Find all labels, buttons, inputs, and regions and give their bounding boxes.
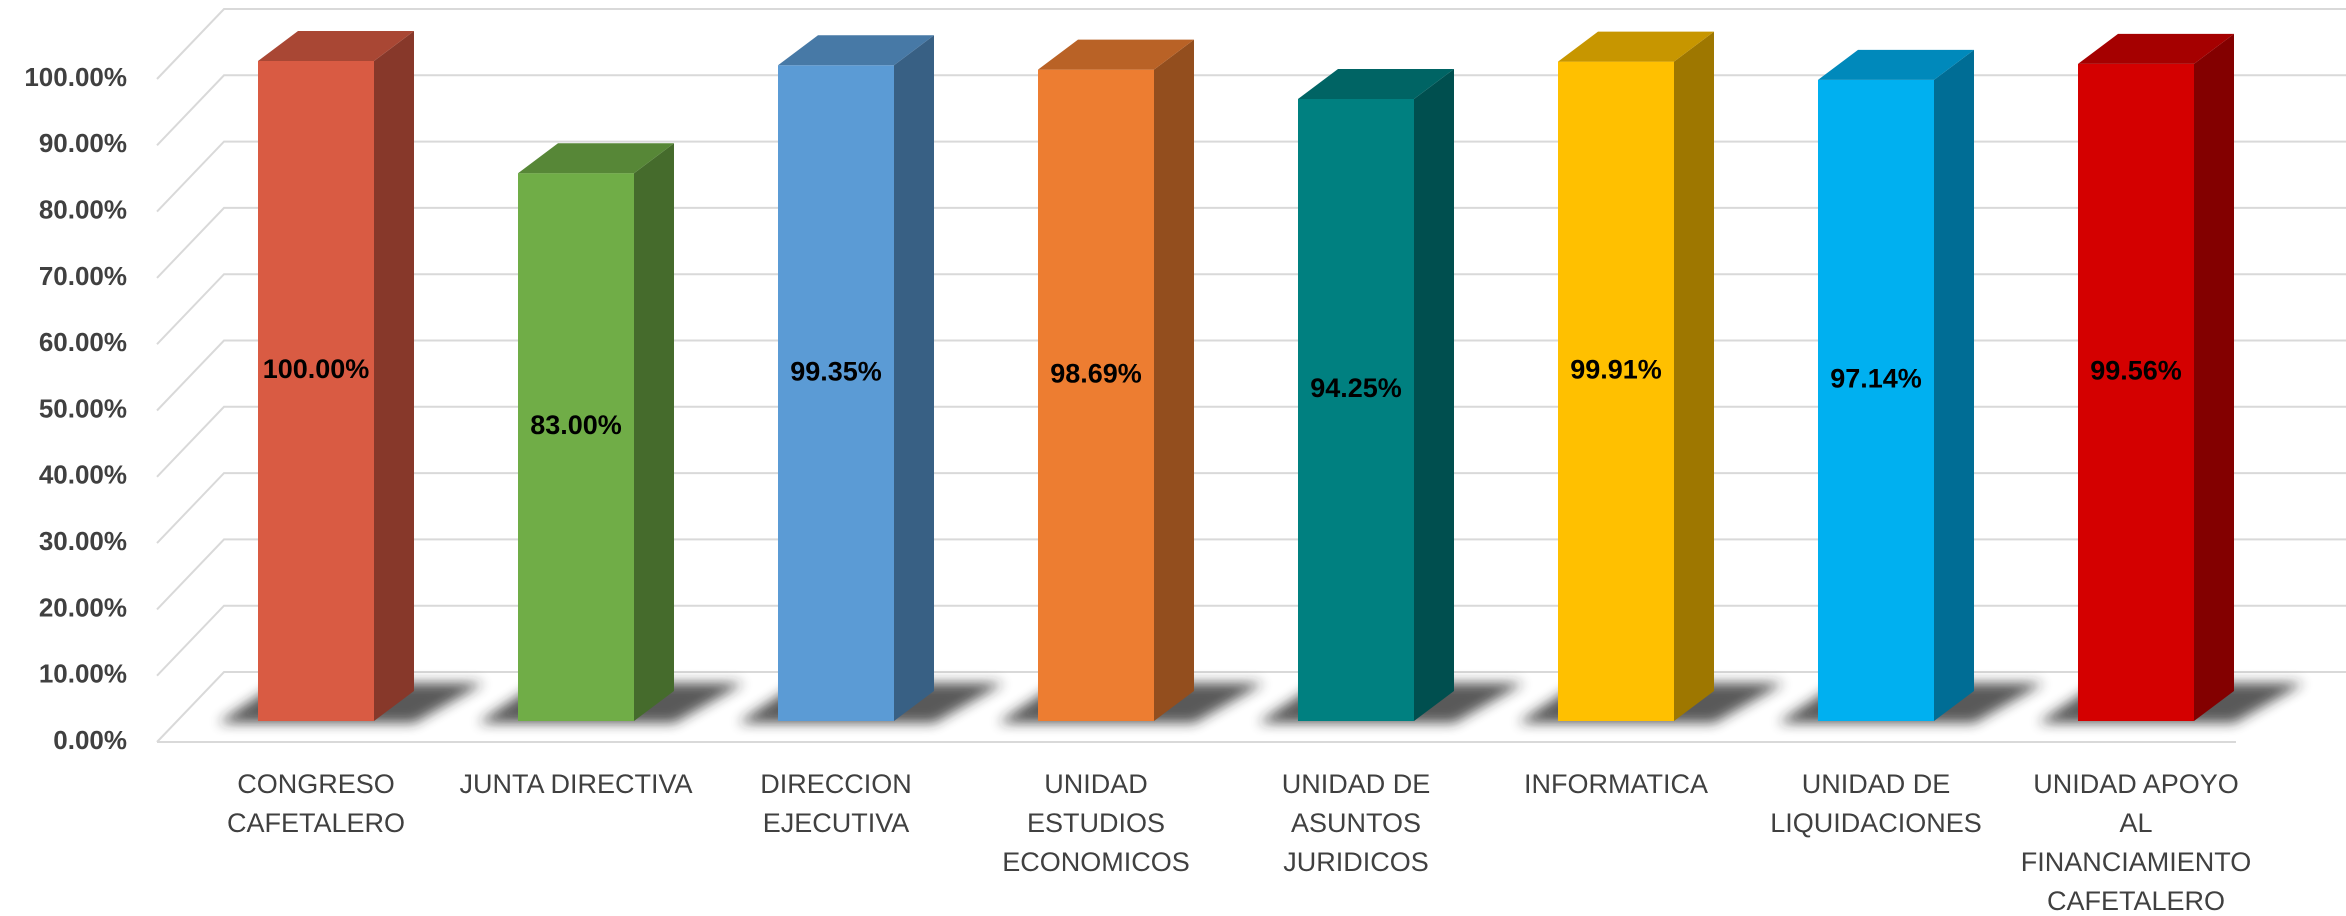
bar-side [1154,39,1194,722]
bar-top [1818,49,1974,80]
bar [2078,63,2194,722]
y-tick-label: 10.00% [39,659,127,689]
bar-top [2078,33,2234,64]
grid-line [156,604,2346,677]
grid-line [156,140,2346,213]
value-label: 83.00% [530,410,622,440]
x-tick-label: UNIDAD ESTUDIOS ECONOMICOS [1002,769,1190,877]
bar-top [1558,31,1714,62]
y-tick-label: 100.00% [24,62,127,92]
value-label: 100.00% [263,354,370,384]
y-tick-label: 60.00% [39,327,127,357]
grid-line [156,472,2346,544]
value-label: 94.25% [1310,373,1402,403]
y-tick-label: 20.00% [39,592,127,622]
bar-side [634,143,674,721]
grid-line [156,74,2346,146]
bar-top [778,35,934,66]
grid-line [156,339,2346,412]
x-tick-label: DIRECCION EJECUTIVA [760,769,912,838]
y-tick-label: 70.00% [39,261,127,291]
bar [1038,69,1154,721]
bar [1298,98,1414,721]
bar [258,61,374,721]
x-tick-label: UNIDAD APOYO AL FINANCIAMIENTO CAFETALER… [2020,769,2252,916]
x-tick-label: INFORMATICA [1524,769,1708,799]
y-tick-label: 90.00% [39,128,127,158]
bar [778,65,894,722]
grid-line [156,405,2346,478]
bar-side [374,31,414,721]
y-tick-label: 30.00% [39,526,127,556]
x-tick-label: JUNTA DIRECTIVA [459,769,693,799]
value-label: 99.56% [2090,356,2182,386]
grid-line [156,538,2346,611]
bar-side [1674,31,1714,722]
grid-line [156,206,2346,279]
y-tick-label: 0.00% [53,725,127,755]
y-tick-label: 40.00% [39,460,127,490]
bar-top [1298,68,1454,99]
grid-line [156,671,2346,743]
bar [1558,61,1674,722]
value-label: 99.35% [790,356,882,386]
y-tick-label: 80.00% [39,194,127,224]
grid-line [156,8,2346,80]
bar-side [1934,49,1974,722]
bar-top [518,143,674,174]
grid-line [156,273,2346,345]
x-tick-label: UNIDAD DE ASUNTOS JURIDICOS [1281,769,1431,877]
bar [1818,79,1934,722]
value-label: 97.14% [1830,364,1922,394]
x-tick-label: UNIDAD DE LIQUIDACIONES [1770,769,1982,838]
bar-side [2194,33,2234,722]
bar-top [1038,39,1194,70]
value-label: 99.91% [1570,354,1662,384]
bar-side [1414,68,1454,721]
y-tick-label: 50.00% [39,393,127,423]
bar [518,173,634,721]
bar-side [894,35,934,722]
value-label: 98.69% [1050,358,1142,388]
bar-top [258,31,414,61]
x-tick-label: CONGRESO CAFETALERO [226,769,406,838]
